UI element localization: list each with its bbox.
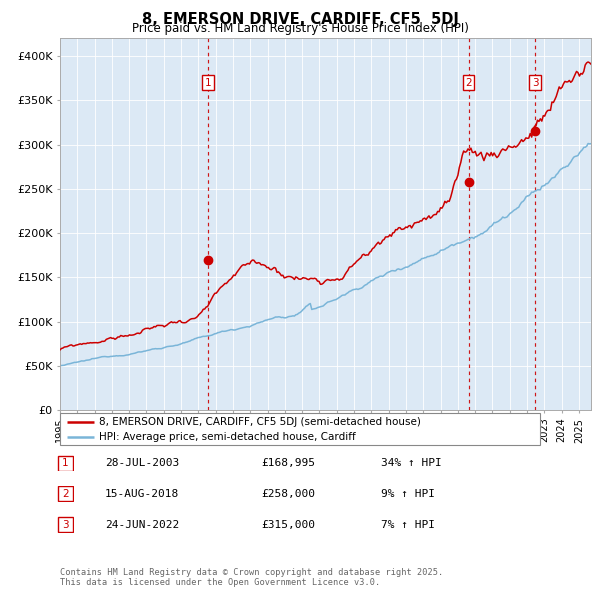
Text: £258,000: £258,000 (261, 489, 315, 499)
Text: Contains HM Land Registry data © Crown copyright and database right 2025.
This d: Contains HM Land Registry data © Crown c… (60, 568, 443, 587)
Text: Price paid vs. HM Land Registry's House Price Index (HPI): Price paid vs. HM Land Registry's House … (131, 22, 469, 35)
Text: £315,000: £315,000 (261, 520, 315, 529)
FancyBboxPatch shape (58, 517, 73, 532)
Text: 1: 1 (62, 458, 69, 468)
FancyBboxPatch shape (58, 486, 73, 502)
Text: 15-AUG-2018: 15-AUG-2018 (105, 489, 179, 499)
Text: HPI: Average price, semi-detached house, Cardiff: HPI: Average price, semi-detached house,… (100, 432, 356, 442)
Text: 3: 3 (532, 78, 539, 87)
Text: 1: 1 (205, 78, 212, 87)
Text: 8, EMERSON DRIVE, CARDIFF, CF5  5DJ: 8, EMERSON DRIVE, CARDIFF, CF5 5DJ (142, 12, 458, 27)
Text: 3: 3 (62, 520, 69, 529)
Text: 24-JUN-2022: 24-JUN-2022 (105, 520, 179, 529)
Text: 28-JUL-2003: 28-JUL-2003 (105, 458, 179, 468)
Text: 34% ↑ HPI: 34% ↑ HPI (381, 458, 442, 468)
FancyBboxPatch shape (58, 455, 73, 471)
Text: 2: 2 (62, 489, 69, 499)
Text: 7% ↑ HPI: 7% ↑ HPI (381, 520, 435, 529)
Text: £168,995: £168,995 (261, 458, 315, 468)
Text: 8, EMERSON DRIVE, CARDIFF, CF5 5DJ (semi-detached house): 8, EMERSON DRIVE, CARDIFF, CF5 5DJ (semi… (100, 417, 421, 427)
Text: 9% ↑ HPI: 9% ↑ HPI (381, 489, 435, 499)
FancyBboxPatch shape (60, 413, 540, 445)
Text: 2: 2 (465, 78, 472, 87)
